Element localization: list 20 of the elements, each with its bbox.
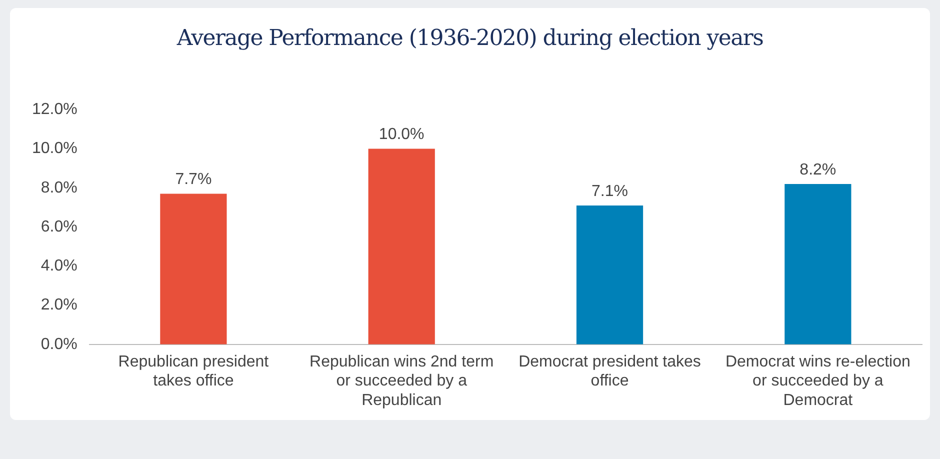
x-tick-label: Democrat president takes office <box>518 353 701 390</box>
x-tick-label: Republican wins 2nd term or succeeded by a Republican <box>310 353 494 409</box>
data-label: 10.0% <box>378 126 424 144</box>
chart-title: Average Performance (1936-2020) during election years <box>176 26 764 51</box>
y-tick-label: 10.0% <box>32 140 78 158</box>
y-tick-label: 12.0% <box>32 101 78 118</box>
y-tick-label: 6.0% <box>40 218 78 236</box>
bar <box>576 205 644 344</box>
x-tick-label: Democrat wins re-election or succeeded by a Democrat <box>725 353 910 409</box>
data-label: 7.7% <box>175 171 212 188</box>
bar <box>160 194 227 344</box>
y-tick-label: 2.0% <box>40 296 78 314</box>
x-tick-label: Republican president takes office <box>118 353 270 390</box>
bar <box>784 184 852 344</box>
data-label: 8.2% <box>800 161 836 178</box>
y-tick-label: 4.0% <box>40 258 78 275</box>
y-tick-label: 0.0% <box>40 336 78 353</box>
data-label: 7.1% <box>592 182 628 200</box>
y-tick-label: 8.0% <box>40 179 78 196</box>
bar <box>368 148 435 344</box>
